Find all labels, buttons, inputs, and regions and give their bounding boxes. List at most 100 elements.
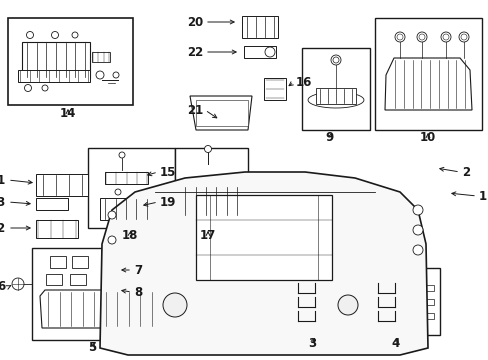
Circle shape — [460, 34, 466, 40]
Bar — [425, 299, 433, 305]
Bar — [8, 18, 133, 105]
Text: 9: 9 — [325, 131, 333, 144]
Bar — [401, 299, 409, 305]
Circle shape — [442, 34, 448, 40]
Circle shape — [42, 85, 48, 91]
Bar — [18, 70, 90, 82]
Bar — [334, 285, 342, 291]
Circle shape — [72, 32, 78, 38]
Circle shape — [458, 32, 468, 42]
Bar — [242, 16, 278, 38]
Text: 21: 21 — [186, 104, 203, 117]
Bar — [401, 285, 409, 291]
Text: 3: 3 — [307, 337, 315, 350]
Text: 15: 15 — [160, 166, 176, 179]
Bar — [32, 248, 164, 340]
Text: 8: 8 — [134, 285, 142, 298]
Text: 19: 19 — [160, 195, 176, 208]
Bar — [196, 100, 247, 126]
Polygon shape — [307, 92, 363, 108]
Bar — [196, 195, 331, 280]
Circle shape — [12, 278, 24, 290]
Circle shape — [204, 145, 211, 153]
Bar — [425, 313, 433, 319]
Circle shape — [26, 31, 34, 39]
Bar — [302, 48, 369, 130]
Text: 10: 10 — [419, 131, 435, 144]
Circle shape — [264, 47, 274, 57]
Text: 11: 11 — [0, 174, 6, 186]
Text: 14: 14 — [60, 107, 76, 120]
Text: 2: 2 — [461, 166, 469, 179]
Circle shape — [51, 31, 59, 39]
Circle shape — [396, 34, 402, 40]
Circle shape — [96, 71, 104, 79]
Text: 4: 4 — [391, 337, 399, 350]
Bar — [413, 285, 421, 291]
Bar — [72, 256, 88, 268]
Bar — [264, 78, 285, 100]
Bar — [50, 256, 66, 268]
Bar — [413, 299, 421, 305]
Bar — [321, 299, 329, 305]
Circle shape — [119, 152, 125, 158]
Circle shape — [108, 236, 116, 244]
Polygon shape — [190, 96, 251, 130]
Text: 1: 1 — [478, 189, 486, 202]
Bar — [105, 172, 148, 184]
Circle shape — [108, 211, 116, 219]
Circle shape — [440, 32, 450, 42]
Text: 20: 20 — [186, 15, 203, 28]
Bar — [347, 285, 355, 291]
Text: 13: 13 — [0, 195, 6, 208]
Text: 6: 6 — [0, 280, 6, 293]
Bar — [175, 148, 247, 228]
Bar — [88, 148, 175, 228]
Text: 17: 17 — [200, 229, 216, 242]
Circle shape — [412, 205, 422, 215]
Bar — [22, 42, 90, 78]
Bar — [425, 285, 433, 291]
Bar — [334, 299, 342, 305]
Bar — [347, 299, 355, 305]
Bar — [36, 198, 68, 210]
Bar — [36, 220, 78, 238]
Circle shape — [332, 57, 338, 63]
Circle shape — [113, 72, 119, 78]
Text: 7: 7 — [134, 264, 142, 276]
Bar — [321, 313, 329, 319]
Circle shape — [412, 225, 422, 235]
Bar — [46, 274, 62, 285]
Circle shape — [330, 55, 340, 65]
Circle shape — [418, 34, 424, 40]
Bar — [36, 174, 88, 196]
Bar — [244, 46, 275, 58]
Bar — [347, 313, 355, 319]
Circle shape — [163, 293, 186, 317]
Bar — [70, 274, 86, 285]
Text: 18: 18 — [122, 229, 138, 242]
Bar — [413, 313, 421, 319]
Polygon shape — [100, 172, 427, 355]
Text: 22: 22 — [186, 45, 203, 58]
Circle shape — [24, 85, 31, 91]
Bar — [92, 52, 110, 62]
Circle shape — [115, 189, 121, 195]
Bar — [334, 313, 342, 319]
Circle shape — [394, 32, 404, 42]
Bar — [100, 198, 152, 220]
Bar — [367, 268, 439, 335]
Bar — [287, 268, 359, 335]
Bar — [321, 285, 329, 291]
Bar — [401, 313, 409, 319]
Text: 16: 16 — [295, 76, 312, 89]
Bar — [315, 88, 355, 104]
Circle shape — [337, 295, 357, 315]
Text: 12: 12 — [0, 221, 6, 234]
Circle shape — [412, 245, 422, 255]
Text: 5: 5 — [88, 341, 96, 354]
Bar — [180, 186, 242, 216]
Polygon shape — [40, 290, 160, 328]
Circle shape — [416, 32, 426, 42]
Bar — [374, 18, 481, 130]
